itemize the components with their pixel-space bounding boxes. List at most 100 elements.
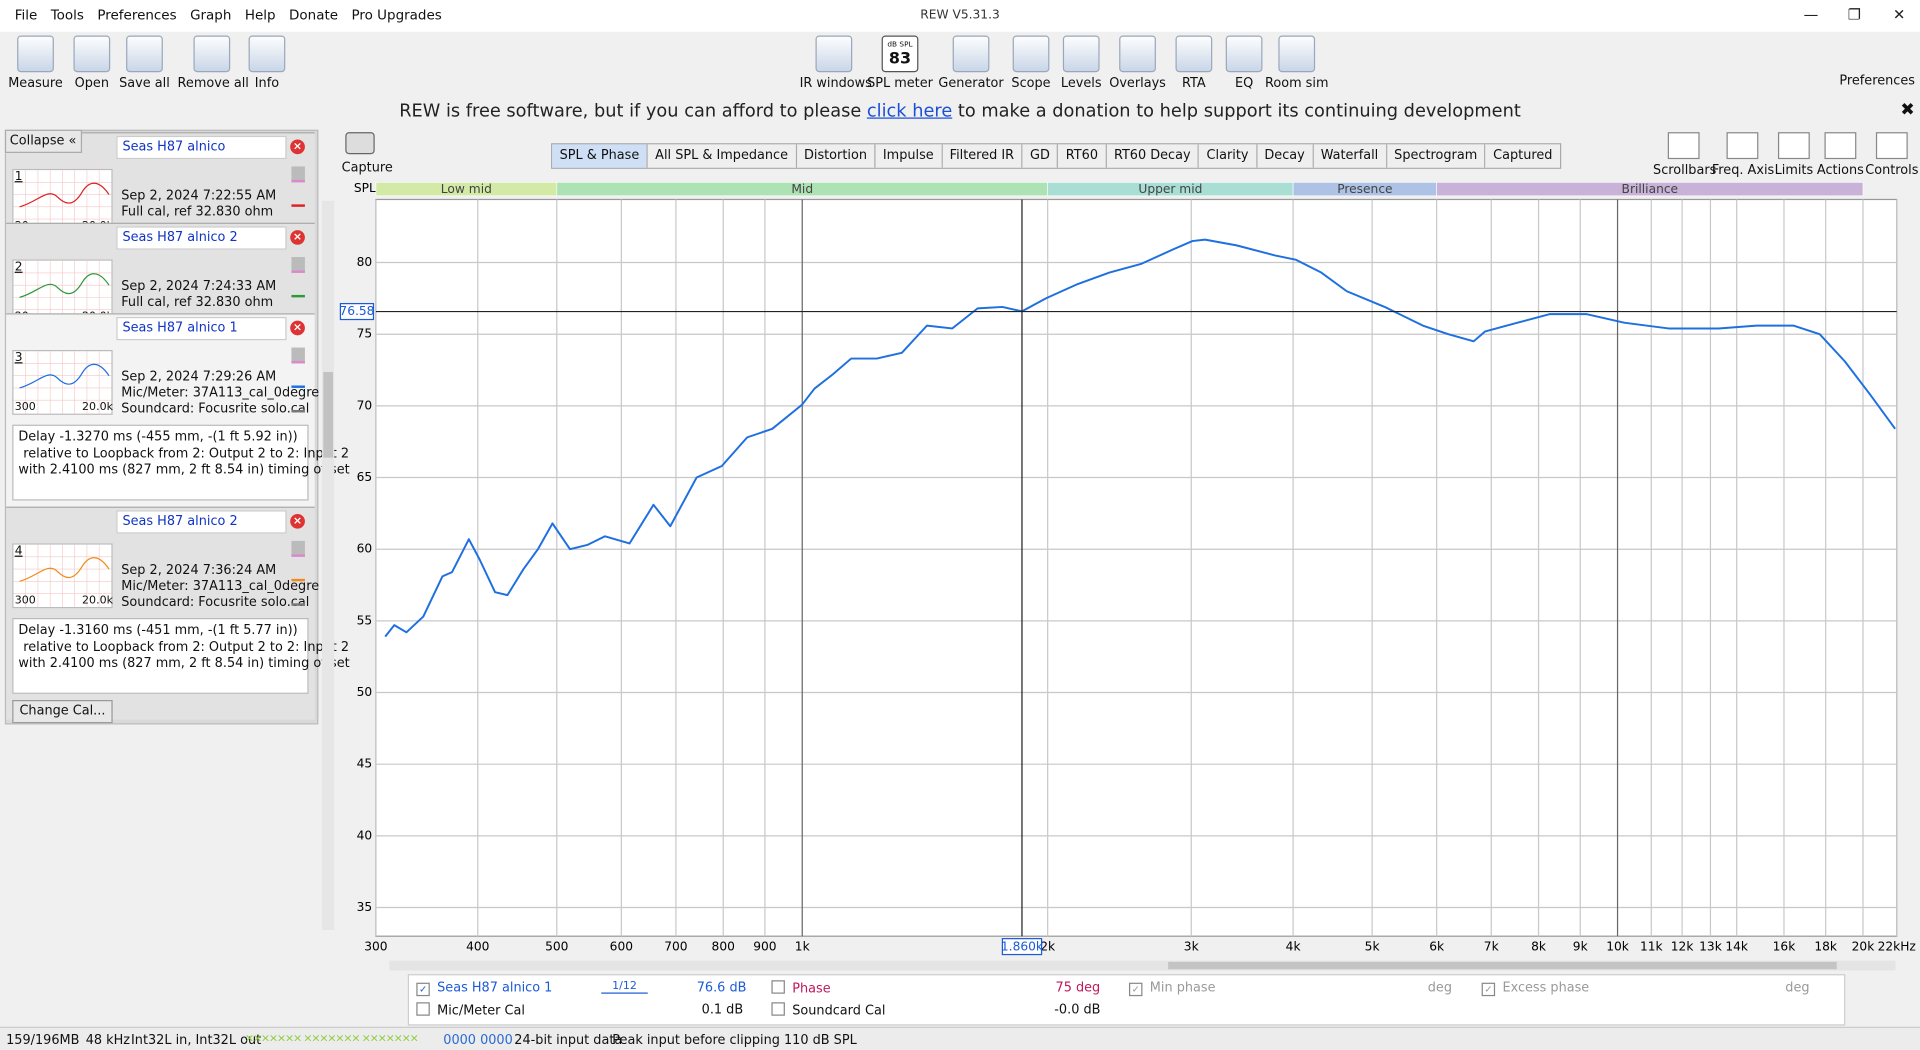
- smoothing[interactable]: 1/12: [601, 980, 648, 994]
- measurement-date: Sep 2, 2024 7:29:26 AM: [121, 369, 277, 385]
- graph-tool[interactable]: Limits: [1763, 132, 1824, 177]
- toolbar-button[interactable]: Preferences: [1839, 35, 1915, 88]
- checkbox[interactable]: [771, 980, 785, 994]
- checkbox[interactable]: [416, 1002, 430, 1016]
- maximize[interactable]: ❐: [1847, 6, 1861, 24]
- item-icon[interactable]: [291, 590, 305, 606]
- remove-button[interactable]: ×: [290, 513, 305, 529]
- soundcard-cal-entry[interactable]: Soundcard Cal: [771, 1002, 885, 1018]
- remove-button[interactable]: ×: [290, 230, 305, 245]
- graph-tab[interactable]: Waterfall: [1313, 144, 1387, 168]
- toolbar-button[interactable]: Scope: [997, 35, 1066, 91]
- thumb-axis-max: 20.0k: [82, 401, 113, 414]
- cursor-y-label: 76.58: [339, 304, 374, 318]
- measurement-name[interactable]: Seas H87 alnico: [116, 135, 287, 160]
- menu-item[interactable]: Help: [244, 7, 276, 24]
- toolbar-button[interactable]: Save all: [110, 35, 179, 91]
- remove-button[interactable]: ×: [290, 320, 305, 336]
- checkbox[interactable]: ✓: [416, 982, 430, 997]
- menu-item[interactable]: Donate: [289, 7, 339, 24]
- measurement-item[interactable]: Seas H87 alnico 1 × 3 300 20.0k Sep 2, 2024 7…: [6, 313, 350, 530]
- close[interactable]: ✕: [1893, 6, 1906, 24]
- menu-item[interactable]: Preferences: [97, 7, 177, 24]
- toolbar-button[interactable]: dB SPL 83 SPL meter: [866, 35, 935, 91]
- toolbar-button[interactable]: Info: [233, 35, 302, 91]
- toolbar-icon: [815, 35, 853, 73]
- checkbox[interactable]: ✓: [1481, 982, 1496, 997]
- measurement-name[interactable]: Seas H87 alnico 1: [116, 316, 287, 341]
- item-icon[interactable]: [291, 372, 305, 388]
- scroll-thumb[interactable]: [1168, 961, 1837, 970]
- item-icon[interactable]: [291, 256, 305, 273]
- graph-tool[interactable]: Actions: [1810, 132, 1871, 177]
- collapse-button[interactable]: Collapse «: [4, 129, 83, 153]
- y-tick-label: 65: [357, 470, 373, 484]
- item-icon[interactable]: [291, 397, 305, 413]
- graph-tab[interactable]: All SPL & Impedance: [647, 144, 797, 168]
- graph-tab[interactable]: SPL & Phase: [552, 144, 648, 168]
- item-icon[interactable]: [291, 281, 305, 298]
- graph-tab[interactable]: Captured: [1485, 144, 1560, 168]
- change-cal-button[interactable]: Change Cal...: [12, 700, 113, 724]
- toolbar-button[interactable]: Levels: [1047, 35, 1116, 91]
- graph-tool[interactable]: Controls: [1861, 132, 1920, 177]
- x-tick-label: 4k: [1286, 940, 1302, 954]
- h-scrollbar[interactable]: [389, 960, 1896, 971]
- toolbar-icon: [1062, 35, 1100, 73]
- toolbar-button[interactable]: Measure: [1, 35, 70, 91]
- graph-tab[interactable]: Spectrogram: [1386, 144, 1486, 168]
- donate-link[interactable]: click here: [866, 101, 953, 122]
- item-icon[interactable]: [291, 347, 305, 364]
- measurement-item[interactable]: Seas H87 alnico 2 × 4 300 20.0k Sep 2, 2024 7…: [6, 506, 350, 724]
- measurement-name[interactable]: Seas H87 alnico 2: [116, 510, 287, 534]
- graph-tab[interactable]: Filtered IR: [942, 144, 1023, 168]
- toolbar-button[interactable]: EQ: [1210, 35, 1279, 91]
- min-phase-entry[interactable]: ✓ Min phase: [1128, 980, 1215, 997]
- graph-tab[interactable]: Clarity: [1199, 144, 1258, 168]
- checkbox[interactable]: ✓: [1128, 982, 1143, 997]
- checkbox[interactable]: [771, 1002, 785, 1016]
- item-icon[interactable]: [291, 191, 305, 207]
- graph-tab[interactable]: GD: [1022, 144, 1059, 168]
- item-icon[interactable]: [291, 166, 305, 183]
- legend-entry[interactable]: ✓ Seas H87 alnico 1: [416, 980, 552, 997]
- graph-tool[interactable]: Scrollbars: [1653, 132, 1716, 177]
- mic-cal-entry[interactable]: Mic/Meter Cal: [416, 1002, 525, 1018]
- menu-item[interactable]: File: [14, 7, 38, 24]
- excess-phase-entry[interactable]: ✓ Excess phase: [1481, 980, 1589, 997]
- graph-tab[interactable]: RT60: [1058, 144, 1107, 168]
- graph-tab[interactable]: Impulse: [875, 144, 943, 168]
- x-tick-label: 12k: [1671, 940, 1695, 954]
- graph-tab[interactable]: Decay: [1257, 144, 1314, 168]
- toolbar-button[interactable]: Overlays: [1103, 35, 1172, 91]
- x-tick-label: 900: [753, 940, 776, 954]
- x-tick-label: 22kHz: [1878, 940, 1916, 954]
- thumb-axis-max: 20.0k: [82, 594, 113, 607]
- remove-button[interactable]: ×: [290, 139, 305, 155]
- measurement-number: 2: [14, 260, 23, 275]
- menu-item[interactable]: Tools: [50, 7, 84, 24]
- toolbar-button[interactable]: Room sim: [1262, 35, 1331, 91]
- minimize[interactable]: —: [1803, 6, 1819, 24]
- toolbar-button[interactable]: IR windows: [800, 35, 872, 91]
- toolbar-button[interactable]: Open: [58, 35, 127, 91]
- menu-item[interactable]: Pro Upgrades: [351, 7, 442, 24]
- toolbar-button[interactable]: Remove all: [178, 35, 249, 91]
- menu-item[interactable]: Graph: [190, 7, 232, 24]
- item-icon[interactable]: [291, 565, 305, 582]
- graph-tool[interactable]: Freq. Axis: [1712, 132, 1774, 177]
- toolbar-label: SPL meter: [867, 75, 933, 91]
- phase-entry[interactable]: Phase: [771, 980, 831, 996]
- measurement-name[interactable]: Seas H87 alnico 2: [116, 226, 287, 250]
- graph-tab[interactable]: RT60 Decay: [1106, 144, 1200, 168]
- item-icon[interactable]: [291, 540, 305, 557]
- banner-close[interactable]: ✖: [1900, 100, 1915, 120]
- toolbar-button[interactable]: RTA: [1160, 35, 1229, 91]
- measurement-number: 4: [14, 544, 23, 559]
- capture-button[interactable]: Capture: [342, 132, 393, 175]
- panel-scrollbar[interactable]: [322, 200, 335, 931]
- toolbar-button[interactable]: Generator: [937, 35, 1006, 91]
- scroll-thumb[interactable]: [323, 372, 334, 458]
- graph-tab[interactable]: Distortion: [796, 144, 876, 168]
